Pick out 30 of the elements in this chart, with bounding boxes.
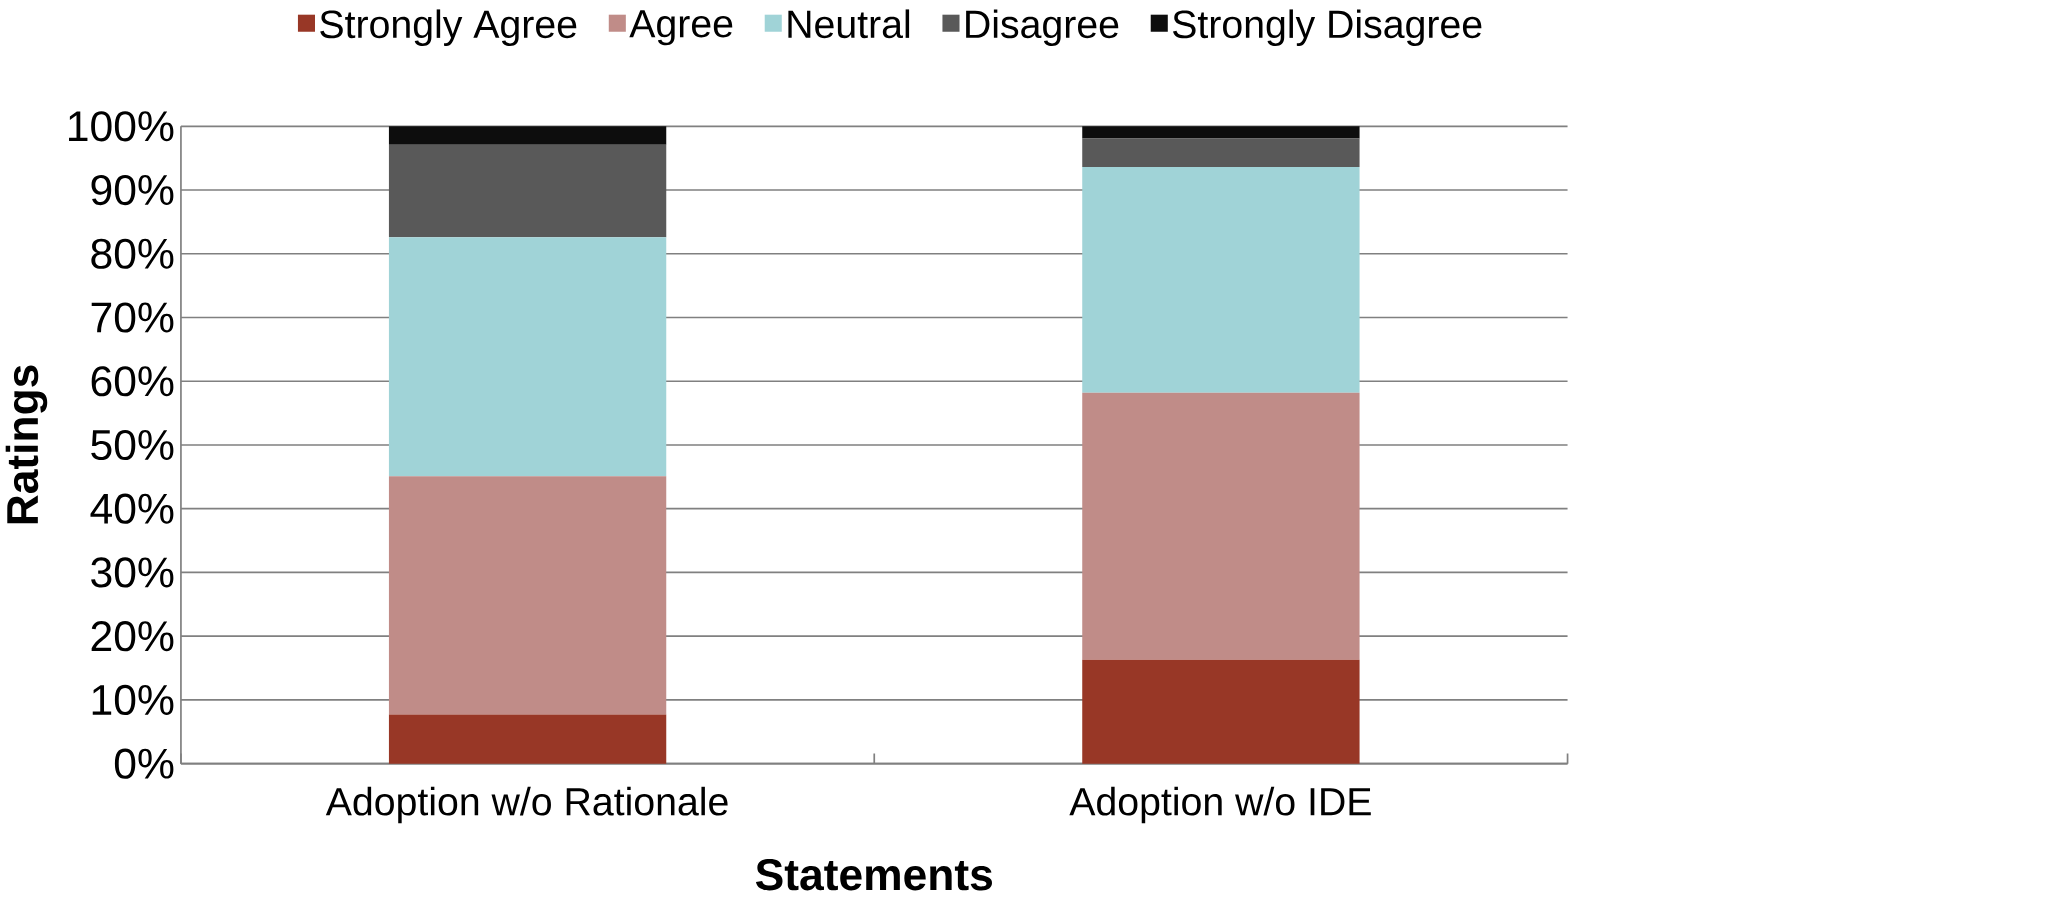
x-tick-label: Adoption w/o Rationale	[325, 786, 728, 824]
bar	[1082, 138, 1360, 167]
bar	[388, 144, 667, 237]
bar	[388, 126, 667, 145]
legend-label: Neutral	[788, 9, 910, 39]
y-tick-label: 80%	[91, 238, 174, 269]
legend-label: Strongly Disagree	[1173, 9, 1482, 46]
x-tick-label: Adoption w/o IDE	[1069, 786, 1371, 824]
y-tick-label: 70%	[91, 302, 174, 333]
legend-label: Disagree	[966, 9, 1119, 46]
y-tick-label: 30%	[91, 557, 174, 588]
bar	[388, 476, 667, 715]
bar	[1082, 166, 1360, 393]
y-axis-title: Ratings	[5, 365, 48, 524]
x-axis-title: Statements	[755, 858, 992, 891]
y-tick-label: 0%	[114, 748, 174, 779]
bar	[1082, 659, 1360, 764]
legend-label: Strongly Agree	[320, 9, 577, 46]
bar	[1082, 392, 1360, 660]
y-tick-label: 10%	[92, 684, 174, 715]
bar	[388, 236, 667, 476]
y-tick-label: 100%	[69, 110, 174, 142]
y-tick-label: 60%	[91, 365, 174, 397]
legend-label: Agree	[629, 9, 733, 46]
y-tick-label: 20%	[91, 620, 174, 652]
y-tick-label: 50%	[91, 429, 174, 460]
bar	[388, 714, 667, 764]
bar	[1082, 126, 1360, 139]
y-tick-label: 90%	[91, 174, 174, 205]
y-tick-label: 40%	[90, 493, 174, 524]
